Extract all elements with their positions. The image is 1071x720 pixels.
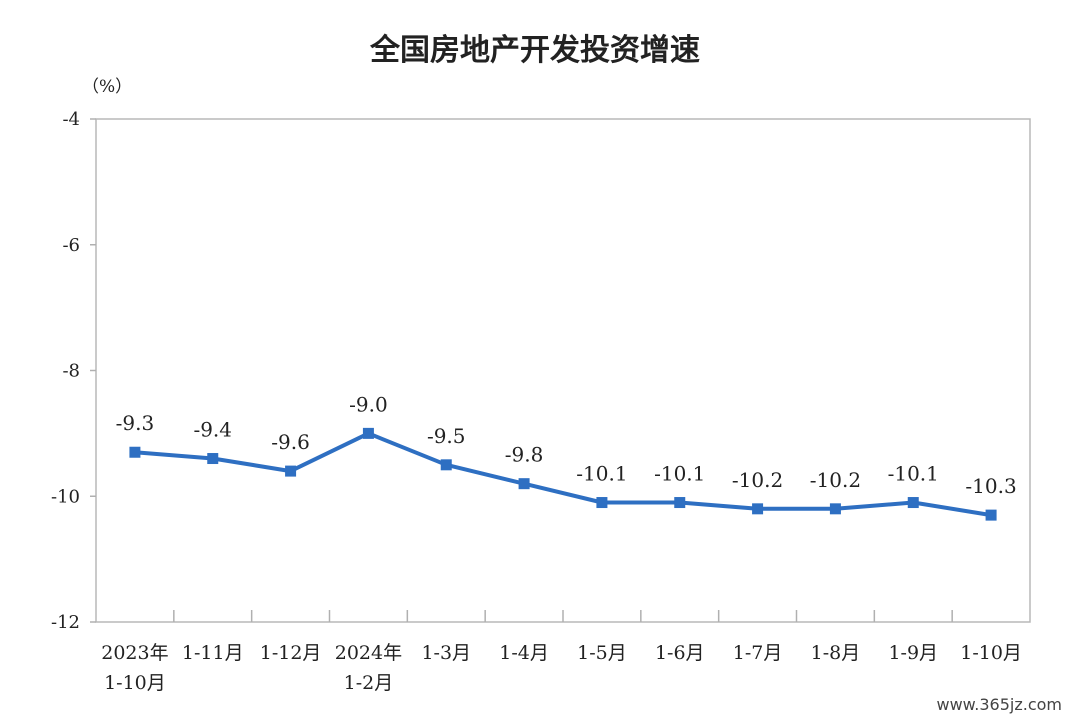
series-line	[134, 431, 992, 518]
x-tick-label: 1-3月	[421, 642, 471, 664]
x-tick-label: 1-9月	[888, 642, 938, 664]
y-tick-label: -12	[51, 612, 80, 633]
x-tick-label: 1-12月	[260, 642, 322, 664]
data-label: -9.0	[349, 392, 388, 416]
x-tick-label: 2024年	[335, 642, 402, 664]
x-tick-label: 1-8月	[811, 642, 861, 664]
data-label: -10.1	[576, 462, 627, 486]
chart-title: 全国房地产开发投资增速	[369, 33, 700, 68]
data-point	[362, 427, 374, 439]
x-tick-label: 1-2月	[344, 672, 394, 694]
data-label: -9.5	[427, 424, 466, 448]
y-tick-label: -6	[62, 235, 80, 256]
x-tick-label: 1-10月	[104, 672, 166, 694]
data-label: -10.2	[810, 468, 861, 492]
y-axis: -4 -6 -8 -10 -12	[51, 109, 96, 633]
series-markers	[129, 427, 997, 521]
data-label: -10.2	[732, 468, 783, 492]
data-point	[674, 497, 686, 509]
data-point	[518, 478, 530, 490]
x-tick-label: 1-11月	[182, 642, 244, 664]
data-point	[596, 497, 608, 509]
y-tick-label: -8	[62, 361, 80, 382]
data-point	[207, 453, 219, 465]
x-tick-label: 1-5月	[577, 642, 627, 664]
x-tick-label: 1-6月	[655, 642, 705, 664]
data-point	[829, 503, 841, 515]
data-label: -9.3	[116, 411, 155, 435]
data-label: -10.3	[965, 474, 1016, 498]
plot-frame	[95, 118, 1031, 623]
x-axis: 2023年 1-10月 1-11月 1-12月 2024年 1-2月 1-3月 1-4月 1-5…	[101, 610, 1022, 694]
x-tick-label: 1-7月	[733, 642, 783, 664]
data-point	[285, 465, 297, 477]
data-point	[440, 459, 452, 471]
watermark: www.365jz.com	[936, 695, 1062, 714]
data-label: -9.8	[505, 443, 544, 467]
data-labels: -9.3 -9.4 -9.6 -9.0 -9.5 -9.8 -10.1 -10.1 -10.2 -…	[116, 392, 1017, 498]
y-tick-label: -10	[51, 486, 80, 507]
data-label: -9.6	[271, 430, 310, 454]
data-point	[985, 509, 997, 521]
data-point	[129, 446, 141, 458]
x-tick-label: 1-4月	[499, 642, 549, 664]
x-tick-label: 1-10月	[960, 642, 1022, 664]
data-label: -9.4	[193, 418, 232, 442]
data-label: -10.1	[654, 462, 705, 486]
data-point	[752, 503, 764, 515]
x-tick-label: 2023年	[101, 642, 168, 664]
y-tick-label: -4	[62, 109, 80, 130]
y-unit-label: （%）	[82, 77, 132, 97]
data-point	[907, 497, 919, 509]
data-label: -10.1	[888, 462, 939, 486]
